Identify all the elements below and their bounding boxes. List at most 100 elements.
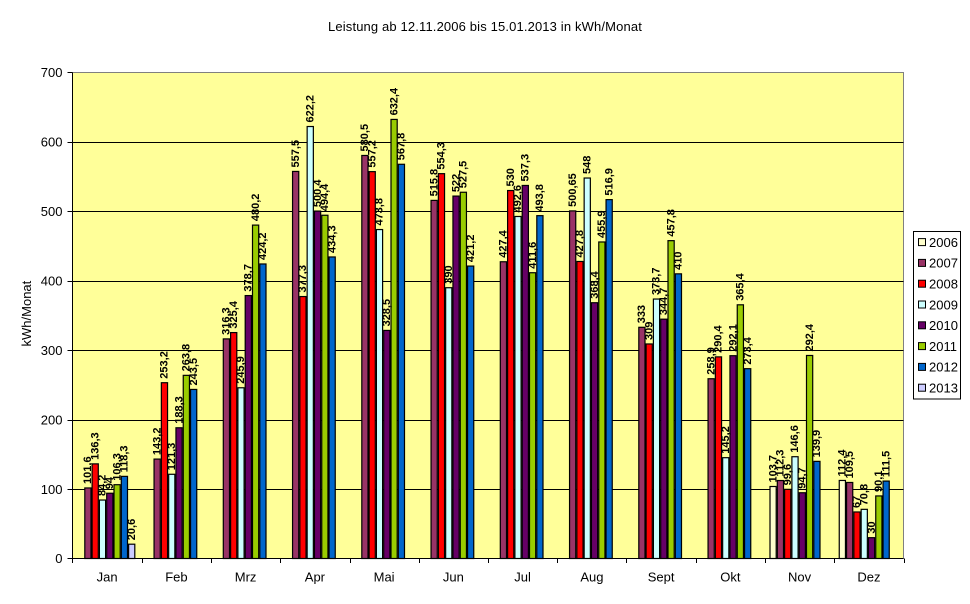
- svg-text:Sept: Sept: [648, 570, 675, 585]
- svg-text:146,6: 146,6: [789, 425, 801, 453]
- svg-text:421,2: 421,2: [465, 235, 477, 263]
- svg-text:243,5: 243,5: [188, 358, 200, 386]
- svg-text:Mrz: Mrz: [235, 570, 257, 585]
- svg-text:500,65: 500,65: [567, 173, 579, 207]
- svg-text:557,5: 557,5: [290, 140, 302, 168]
- svg-text:527,5: 527,5: [458, 161, 470, 189]
- svg-text:245,9: 245,9: [235, 356, 247, 384]
- svg-text:121,3: 121,3: [166, 443, 178, 471]
- svg-text:258,9: 258,9: [705, 347, 717, 375]
- svg-text:100: 100: [41, 482, 63, 497]
- svg-text:90,1: 90,1: [873, 471, 885, 492]
- svg-text:455,9: 455,9: [596, 210, 608, 238]
- svg-text:139,9: 139,9: [811, 430, 823, 458]
- svg-text:368,4: 368,4: [589, 270, 601, 298]
- svg-text:0: 0: [55, 551, 62, 566]
- svg-text:567,8: 567,8: [396, 133, 408, 161]
- svg-text:537,3: 537,3: [520, 154, 532, 182]
- svg-text:493,8: 493,8: [534, 184, 546, 212]
- svg-text:Okt: Okt: [720, 570, 741, 585]
- svg-text:600: 600: [41, 135, 63, 150]
- svg-text:112,3: 112,3: [775, 450, 787, 477]
- svg-text:427,4: 427,4: [498, 229, 510, 257]
- svg-text:136,3: 136,3: [89, 432, 101, 460]
- svg-text:411,6: 411,6: [527, 242, 539, 269]
- svg-text:290,4: 290,4: [713, 324, 725, 352]
- svg-text:530: 530: [505, 168, 517, 186]
- svg-text:Feb: Feb: [165, 570, 187, 585]
- svg-text:365,4: 365,4: [735, 272, 747, 300]
- svg-text:99,6: 99,6: [782, 464, 794, 485]
- svg-text:473,8: 473,8: [374, 198, 386, 226]
- svg-text:632,4: 632,4: [388, 87, 400, 115]
- svg-text:622,2: 622,2: [304, 95, 316, 123]
- svg-text:424,2: 424,2: [257, 232, 269, 260]
- svg-text:Jul: Jul: [514, 570, 531, 585]
- svg-text:548: 548: [581, 156, 593, 174]
- svg-text:273,4: 273,4: [742, 336, 754, 364]
- svg-text:344,7: 344,7: [658, 288, 670, 316]
- svg-text:111,5: 111,5: [880, 451, 892, 477]
- svg-text:94: 94: [104, 476, 116, 489]
- svg-text:494,4: 494,4: [319, 183, 331, 211]
- svg-text:2009: 2009: [929, 297, 958, 312]
- svg-text:492,6: 492,6: [512, 185, 524, 213]
- svg-text:Apr: Apr: [305, 570, 326, 585]
- svg-text:700: 700: [41, 65, 63, 80]
- svg-text:Mai: Mai: [374, 570, 395, 585]
- svg-text:118,3: 118,3: [119, 445, 131, 472]
- svg-text:2013: 2013: [929, 381, 958, 396]
- svg-text:410: 410: [673, 251, 685, 269]
- svg-text:373,7: 373,7: [651, 268, 663, 296]
- svg-text:580,5: 580,5: [359, 124, 371, 152]
- svg-text:457,8: 457,8: [665, 209, 677, 237]
- svg-text:427,8: 427,8: [574, 230, 586, 258]
- svg-text:328,5: 328,5: [381, 299, 393, 327]
- svg-text:103,7: 103,7: [767, 455, 779, 483]
- svg-text:112,4: 112,4: [837, 449, 849, 477]
- svg-text:378,7: 378,7: [243, 264, 255, 292]
- svg-text:70,8: 70,8: [858, 484, 870, 505]
- svg-text:2007: 2007: [929, 256, 958, 271]
- svg-text:292,1: 292,1: [727, 324, 739, 352]
- svg-text:188,3: 188,3: [173, 396, 185, 424]
- svg-text:554,3: 554,3: [436, 142, 448, 170]
- svg-text:263,8: 263,8: [181, 344, 193, 372]
- svg-text:333: 333: [636, 305, 648, 323]
- svg-text:20,6: 20,6: [126, 519, 138, 540]
- svg-text:253,2: 253,2: [159, 351, 171, 379]
- svg-text:kWh/Monat: kWh/Monat: [19, 280, 34, 346]
- svg-text:377,3: 377,3: [297, 265, 309, 293]
- svg-text:2011: 2011: [929, 339, 957, 354]
- svg-text:Dez: Dez: [857, 570, 880, 585]
- svg-text:480,2: 480,2: [250, 194, 262, 222]
- svg-text:434,3: 434,3: [326, 225, 338, 253]
- svg-text:145,2: 145,2: [720, 426, 732, 454]
- svg-text:2012: 2012: [929, 360, 958, 375]
- svg-text:316,3: 316,3: [221, 307, 233, 335]
- svg-text:400: 400: [41, 274, 63, 289]
- svg-text:Nov: Nov: [788, 570, 812, 585]
- svg-text:522: 522: [450, 174, 462, 192]
- svg-text:390: 390: [443, 265, 455, 283]
- svg-text:2010: 2010: [929, 318, 958, 333]
- svg-text:Jan: Jan: [97, 570, 118, 585]
- svg-text:84,2: 84,2: [97, 475, 109, 496]
- svg-text:Leistung ab 12.11.2006 bis 15.: Leistung ab 12.11.2006 bis 15.01.2013 in…: [328, 19, 642, 34]
- svg-text:106,3: 106,3: [111, 453, 123, 481]
- svg-text:2006: 2006: [929, 235, 958, 250]
- svg-text:Aug: Aug: [580, 570, 603, 585]
- svg-text:557,2: 557,2: [366, 140, 378, 168]
- svg-text:200: 200: [41, 412, 63, 427]
- svg-text:2008: 2008: [929, 277, 958, 292]
- svg-text:67: 67: [851, 496, 863, 508]
- svg-text:101,6: 101,6: [82, 456, 94, 484]
- svg-text:500,4: 500,4: [312, 179, 324, 207]
- svg-text:Jun: Jun: [443, 570, 464, 585]
- svg-text:109,5: 109,5: [844, 451, 856, 479]
- svg-text:292,4: 292,4: [804, 323, 816, 351]
- svg-text:325,4: 325,4: [228, 300, 240, 328]
- svg-text:515,8: 515,8: [428, 169, 440, 197]
- svg-text:30: 30: [866, 521, 878, 533]
- svg-text:516,9: 516,9: [603, 168, 615, 196]
